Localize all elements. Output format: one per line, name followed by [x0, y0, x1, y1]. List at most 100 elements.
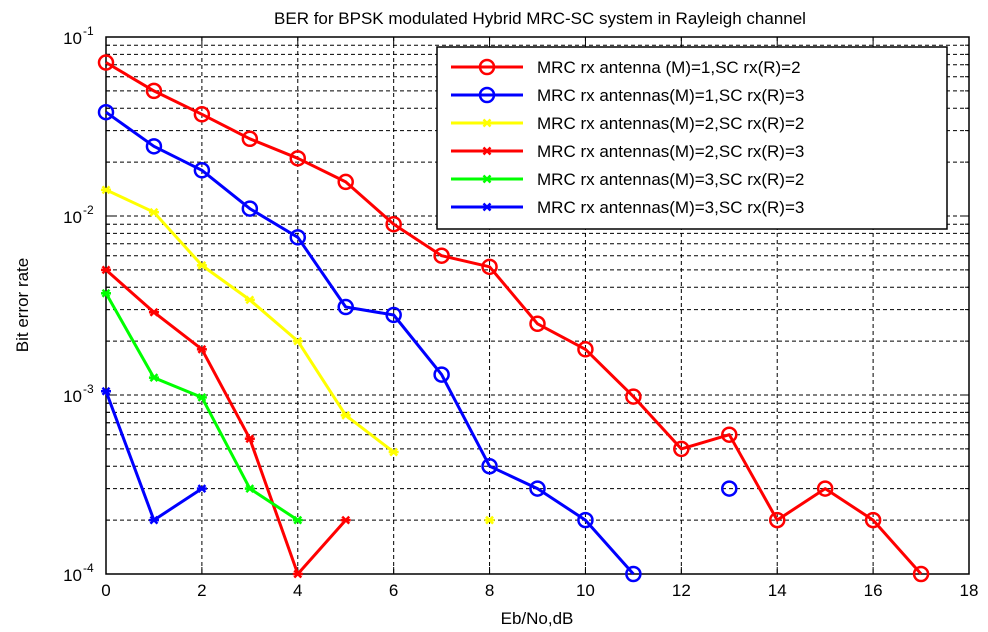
- legend-label: MRC rx antennas(M)=2,SC rx(R)=2: [537, 114, 804, 133]
- y-tick-exponent: -3: [83, 382, 94, 396]
- data-point: [244, 434, 255, 444]
- data-point: [196, 260, 207, 270]
- star-stroke: [197, 260, 207, 270]
- star-stroke: [485, 515, 494, 525]
- legend-item: MRC rx antennas(M)=2,SC rx(R)=2: [451, 114, 804, 133]
- data-point: [292, 336, 303, 346]
- data-point: [292, 569, 303, 579]
- x-tick-label: 16: [864, 581, 883, 600]
- star-stroke: [101, 185, 111, 195]
- series-line: [105, 110, 635, 575]
- data-point: [625, 565, 642, 583]
- legend-marker: [482, 118, 492, 128]
- star-stroke: [149, 373, 159, 383]
- legend-item: MRC rx antennas(M)=3,SC rx(R)=3: [451, 198, 804, 217]
- star-stroke: [482, 202, 492, 212]
- legend: MRC rx antenna (M)=1,SC rx(R)=2 MRC rx an…: [436, 46, 948, 230]
- data-point: [529, 315, 546, 333]
- y-tick-exponent: -1: [83, 24, 94, 38]
- x-tick-label: 6: [389, 581, 398, 600]
- legend-marker: [478, 86, 496, 104]
- data-point: [196, 344, 207, 354]
- y-tick-label: 10: [63, 566, 82, 585]
- data-point: [673, 440, 690, 458]
- legend-marker: [482, 146, 492, 156]
- x-tick-label: 10: [576, 581, 595, 600]
- star-stroke: [293, 336, 303, 346]
- data-point: [529, 480, 546, 497]
- data-point: [385, 306, 402, 324]
- data-point: [385, 215, 402, 233]
- data-point: [433, 366, 450, 383]
- star-stroke: [245, 484, 255, 493]
- data-point: [241, 130, 259, 148]
- data-point: [481, 457, 498, 475]
- legend-label: MRC rx antennas(M)=1,SC rx(R)=3: [537, 86, 804, 105]
- legend-box: [436, 46, 948, 230]
- data-point: [577, 341, 594, 358]
- legend-item: MRC rx antenna (M)=1,SC rx(R)=2: [451, 58, 801, 77]
- legend-item: MRC rx antennas(M)=1,SC rx(R)=3: [451, 86, 804, 105]
- data-point: [241, 200, 259, 217]
- legend-label: MRC rx antennas(M)=3,SC rx(R)=2: [537, 170, 804, 189]
- star-stroke: [197, 344, 207, 354]
- series-2: [97, 103, 738, 583]
- y-tick-label: 10: [63, 387, 82, 406]
- x-tick-label: 0: [101, 581, 110, 600]
- star-stroke: [389, 447, 399, 457]
- star-stroke: [149, 515, 159, 525]
- data-point: [145, 138, 163, 155]
- data-point: [244, 484, 255, 493]
- data-point: [148, 515, 159, 525]
- data-point: [101, 185, 111, 195]
- data-point: [145, 82, 163, 100]
- y-tick-exponent: -4: [83, 561, 94, 575]
- x-tick-label: 2: [197, 581, 206, 600]
- legend-marker: [482, 202, 492, 212]
- star-stroke: [101, 288, 111, 298]
- data-point: [193, 106, 211, 123]
- y-tick-exponent: -2: [83, 203, 94, 217]
- data-point: [481, 258, 498, 276]
- star-stroke: [245, 295, 255, 305]
- series-5: [101, 288, 303, 525]
- data-point: [148, 207, 159, 217]
- star-stroke: [341, 410, 351, 420]
- star-stroke: [101, 265, 111, 275]
- y-tick-label: 10: [63, 208, 82, 227]
- series-line: [105, 61, 923, 575]
- data-point: [337, 173, 354, 191]
- data-point: [148, 373, 159, 383]
- data-point: [193, 162, 211, 179]
- legend-item: MRC rx antennas(M)=2,SC rx(R)=3: [451, 142, 804, 161]
- star-stroke: [149, 207, 159, 217]
- data-point: [292, 515, 303, 525]
- star-stroke: [101, 386, 111, 396]
- legend-label: MRC rx antennas(M)=3,SC rx(R)=3: [537, 198, 804, 217]
- chart-title: BER for BPSK modulated Hybrid MRC-SC sys…: [274, 9, 806, 28]
- star-stroke: [197, 392, 207, 402]
- data-point: [577, 511, 594, 529]
- series-6: [101, 386, 207, 525]
- x-tick-label: 4: [293, 581, 302, 600]
- data-point: [101, 288, 111, 298]
- data-point: [721, 480, 738, 497]
- series-1: [97, 54, 930, 583]
- data-point: [433, 247, 450, 264]
- data-point: [484, 515, 495, 525]
- legend-marker: [482, 174, 492, 184]
- star-stroke: [341, 515, 351, 525]
- data-point: [196, 392, 207, 402]
- data-point: [97, 103, 115, 121]
- legend-label: MRC rx antenna (M)=1,SC rx(R)=2: [537, 58, 801, 77]
- data-point: [340, 410, 351, 420]
- data-point: [388, 447, 399, 457]
- legend-item: MRC rx antennas(M)=3,SC rx(R)=2: [451, 170, 804, 189]
- data-point: [101, 386, 111, 396]
- data-point: [768, 511, 786, 529]
- data-point: [289, 150, 307, 167]
- data-point: [864, 511, 882, 529]
